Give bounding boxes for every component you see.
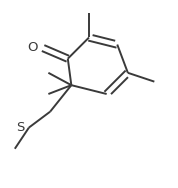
Text: O: O [27,41,38,54]
Text: S: S [16,121,25,133]
